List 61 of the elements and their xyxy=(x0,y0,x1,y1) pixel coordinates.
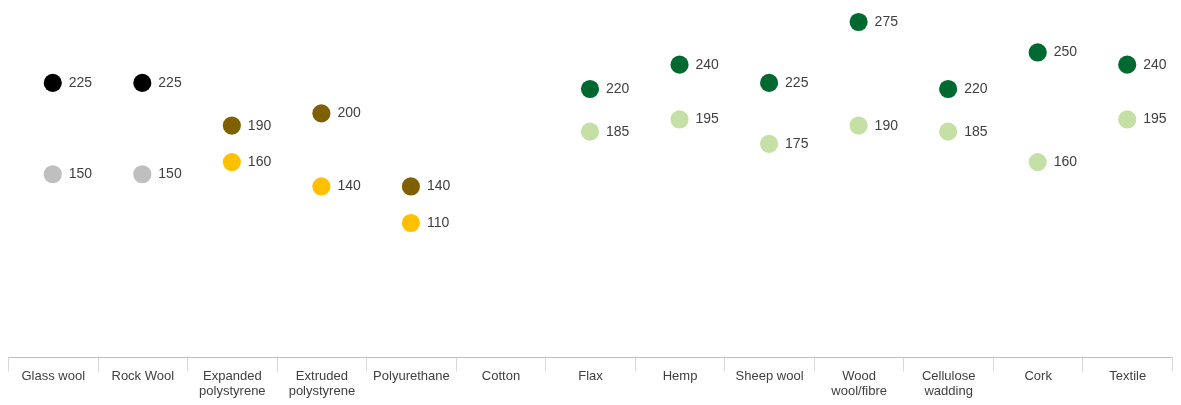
point xyxy=(312,177,331,196)
point xyxy=(580,122,600,141)
data-label: 140 xyxy=(426,177,451,194)
x-tick-label: Cork xyxy=(1024,367,1053,383)
data-label: 275 xyxy=(874,13,899,29)
point xyxy=(939,122,958,141)
data-label: 195 xyxy=(695,110,720,127)
point xyxy=(1118,55,1137,74)
point xyxy=(312,104,331,123)
x-tick-label: Wood wool/fibre xyxy=(830,367,887,398)
data-label: 140 xyxy=(337,177,361,194)
data-label: 195 xyxy=(1143,110,1167,127)
data-label: 240 xyxy=(695,55,720,72)
point xyxy=(43,73,62,92)
data-label: 185 xyxy=(606,122,630,139)
point xyxy=(133,73,152,92)
data-label: 150 xyxy=(68,165,93,182)
point xyxy=(401,177,421,196)
x-tick-label: Hemp xyxy=(662,367,698,383)
data-label: 200 xyxy=(337,104,361,121)
data-label: 225 xyxy=(785,73,809,90)
data-label: 225 xyxy=(68,73,93,90)
x-tick-label: Rock Wool xyxy=(111,367,175,383)
data-label: 110 xyxy=(426,214,450,230)
point xyxy=(849,12,868,32)
point xyxy=(759,73,779,92)
x-tick-label: Flax xyxy=(578,367,604,383)
point xyxy=(222,153,241,172)
point xyxy=(1028,153,1047,172)
data-label: 150 xyxy=(158,165,182,182)
point xyxy=(849,116,868,135)
data-label: 225 xyxy=(158,73,182,90)
x-tick-label: Extruded polystyrene xyxy=(288,367,356,398)
point xyxy=(670,55,689,74)
data-label: 220 xyxy=(964,80,988,96)
point xyxy=(939,79,958,99)
data-label: 250 xyxy=(1053,43,1078,60)
point xyxy=(401,213,421,233)
data-label: 190 xyxy=(874,116,899,133)
data-label: 220 xyxy=(606,80,630,96)
data-label: 160 xyxy=(1053,153,1078,170)
x-tick-label: Glass wool xyxy=(21,367,86,383)
point xyxy=(670,110,689,129)
point xyxy=(1118,110,1137,129)
x-tick-label: Cotton xyxy=(481,367,521,383)
point xyxy=(1028,43,1047,62)
point xyxy=(133,165,152,184)
data-label: 190 xyxy=(247,116,272,133)
data-label: 160 xyxy=(247,153,272,170)
x-tick-label: Sheep wool xyxy=(735,367,804,383)
point xyxy=(43,165,62,184)
x-tick-label: Cellulose wadding xyxy=(921,367,976,398)
x-tick-label: Textile xyxy=(1109,367,1147,383)
data-label: 175 xyxy=(785,134,809,151)
x-tick-label: Expanded polystyrene xyxy=(199,367,266,398)
point xyxy=(222,116,241,135)
data-label: 240 xyxy=(1143,55,1167,72)
data-label: 185 xyxy=(964,122,988,139)
x-tick-label: Polyurethane xyxy=(373,367,450,383)
point xyxy=(759,134,779,153)
point xyxy=(580,79,600,99)
